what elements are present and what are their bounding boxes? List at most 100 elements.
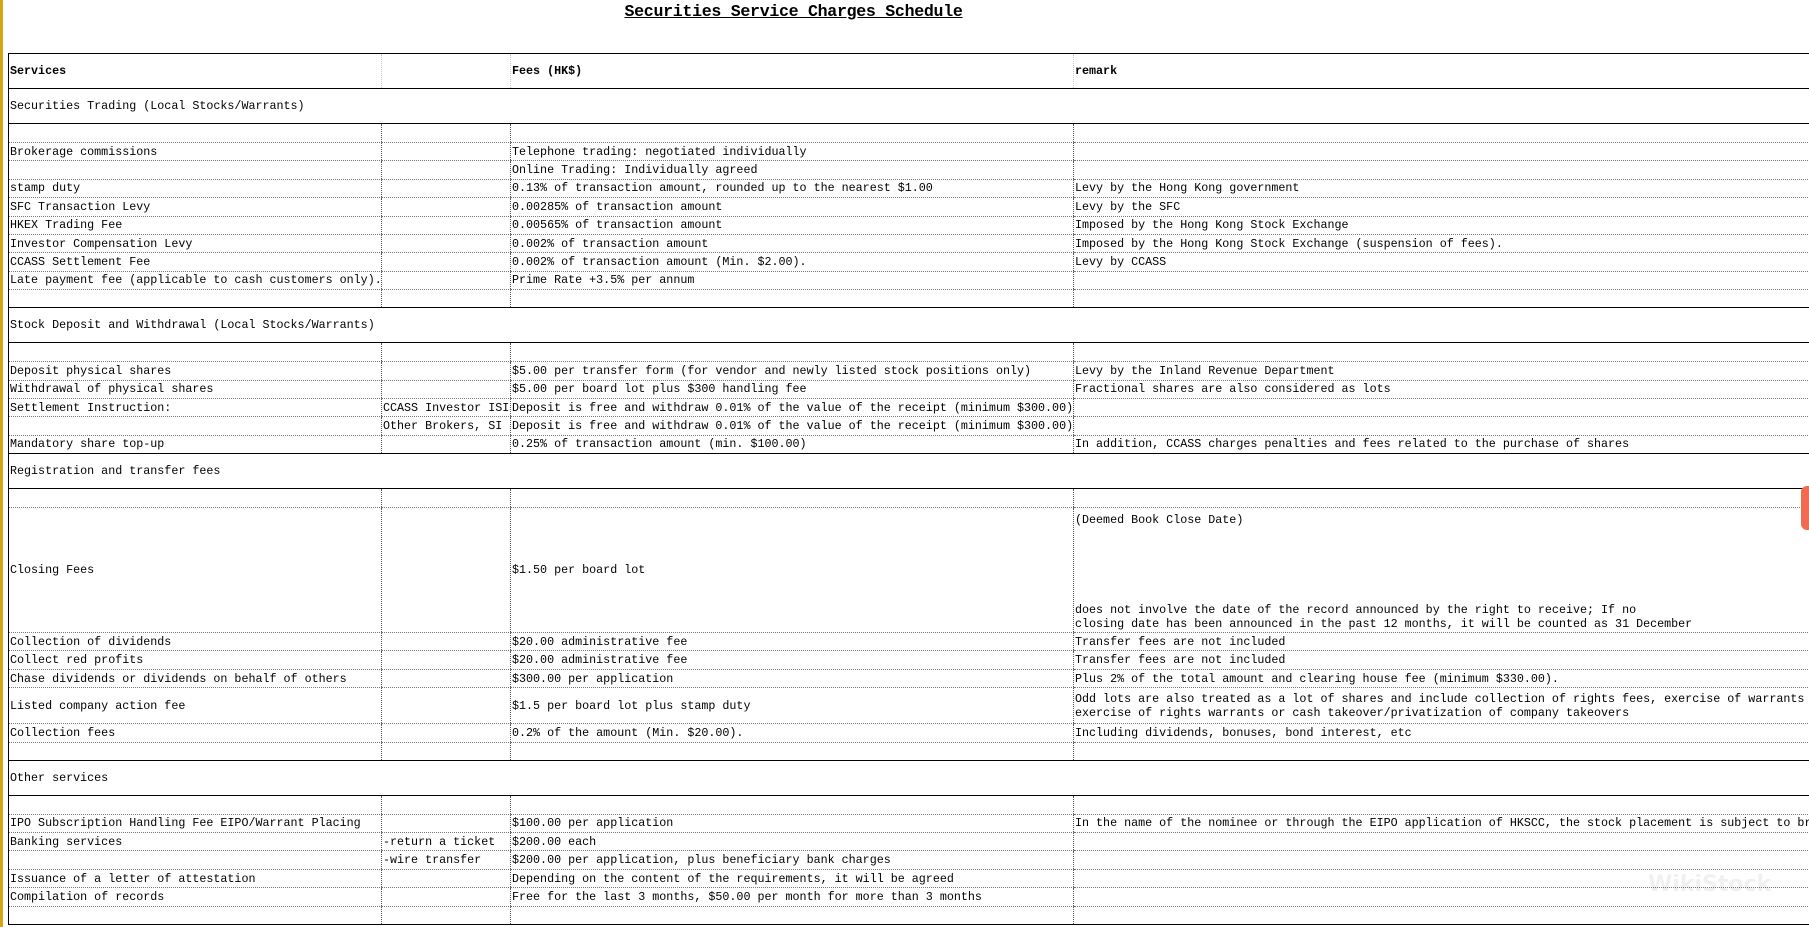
fee-cell[interactable]: 0.13% of transaction amount, rounded up …: [510, 179, 1074, 199]
empty-cell[interactable]: [1073, 123, 1809, 143]
service-cell[interactable]: Chase dividends or dividends on behalf o…: [8, 669, 382, 689]
service-cell[interactable]: Settlement Instruction:: [8, 398, 382, 418]
sub-cell[interactable]: -wire transfer: [381, 850, 511, 870]
remark-cell[interactable]: (Deemed Book Close Date) does not involve…: [1073, 507, 1809, 634]
empty-cell[interactable]: [510, 123, 1074, 143]
fee-cell[interactable]: Prime Rate +3.5% per annum: [510, 271, 1074, 291]
sub-cell[interactable]: [381, 887, 511, 907]
fee-cell[interactable]: $20.00 administrative fee: [510, 650, 1074, 670]
remark-cell[interactable]: [1073, 887, 1809, 907]
empty-cell[interactable]: [381, 742, 511, 761]
empty-cell[interactable]: [1073, 906, 1809, 925]
sub-cell[interactable]: [381, 142, 511, 162]
fee-cell[interactable]: $20.00 administrative fee: [510, 632, 1074, 652]
empty-cell[interactable]: [510, 906, 1074, 925]
remark-cell[interactable]: [1073, 869, 1809, 889]
empty-cell[interactable]: [1073, 342, 1809, 363]
sub-cell[interactable]: [381, 252, 511, 272]
sub-cell[interactable]: [381, 435, 511, 455]
service-cell[interactable]: HKEX Trading Fee: [8, 216, 382, 235]
sub-cell[interactable]: [381, 179, 511, 199]
section-title[interactable]: Registration and transfer fees: [8, 453, 1809, 490]
service-cell[interactable]: SFC Transaction Levy: [8, 197, 382, 217]
empty-cell[interactable]: [381, 795, 511, 815]
sub-cell[interactable]: [381, 687, 511, 725]
service-cell[interactable]: Late payment fee (applicable to cash cus…: [8, 271, 382, 291]
sub-cell[interactable]: [381, 814, 511, 834]
service-cell[interactable]: Brokerage commissions: [8, 142, 382, 162]
sub-cell[interactable]: [381, 869, 511, 889]
fee-cell[interactable]: Telephone trading: negotiated individual…: [510, 142, 1074, 162]
service-cell[interactable]: IPO Subscription Handling Fee EIPO/Warra…: [8, 814, 382, 834]
service-cell[interactable]: Issuance of a letter of attestation: [8, 869, 382, 889]
empty-cell[interactable]: [8, 123, 382, 143]
sub-cell[interactable]: [381, 216, 511, 235]
fee-cell[interactable]: 0.00565% of transaction amount: [510, 216, 1074, 235]
sub-cell[interactable]: [381, 507, 511, 634]
empty-cell[interactable]: [510, 342, 1074, 363]
empty-cell[interactable]: [510, 795, 1074, 815]
fee-cell[interactable]: Free for the last 3 months, $50.00 per m…: [510, 887, 1074, 907]
service-cell[interactable]: stamp duty: [8, 179, 382, 199]
service-cell[interactable]: [8, 160, 382, 180]
service-cell[interactable]: Deposit physical shares: [8, 361, 382, 381]
remark-cell[interactable]: Imposed by the Hong Kong Stock Exchange: [1073, 216, 1809, 235]
sub-cell[interactable]: -return a ticket: [381, 832, 511, 852]
fee-cell[interactable]: $200.00 per application, plus beneficiar…: [510, 850, 1074, 870]
side-feedback-tab[interactable]: [1801, 486, 1809, 530]
empty-cell[interactable]: [1073, 795, 1809, 815]
fee-cell[interactable]: $200.00 each: [510, 832, 1074, 852]
empty-cell[interactable]: [381, 488, 511, 509]
service-cell[interactable]: Listed company action fee: [8, 687, 382, 725]
remark-cell[interactable]: Transfer fees are not included: [1073, 632, 1809, 652]
remark-cell[interactable]: Plus 2% of the total amount and clearing…: [1073, 669, 1809, 689]
service-cell[interactable]: Collection of dividends: [8, 632, 382, 652]
fee-cell[interactable]: Depending on the content of the requirem…: [510, 869, 1074, 889]
fee-cell[interactable]: 0.002% of transaction amount: [510, 234, 1074, 254]
sub-cell[interactable]: Other Brokers, SI: [381, 416, 511, 436]
empty-cell[interactable]: [1073, 742, 1809, 761]
service-cell[interactable]: CCASS Settlement Fee: [8, 252, 382, 272]
remark-cell[interactable]: [1073, 271, 1809, 291]
service-cell[interactable]: Closing Fees: [8, 507, 382, 634]
empty-cell[interactable]: [1073, 289, 1809, 309]
fee-cell[interactable]: Online Trading: Individually agreed: [510, 160, 1074, 180]
empty-cell[interactable]: [381, 289, 511, 309]
remark-cell[interactable]: [1073, 850, 1809, 870]
empty-cell[interactable]: [8, 289, 382, 309]
remark-cell[interactable]: Odd lots are also treated as a lot of sh…: [1073, 687, 1809, 725]
remark-cell[interactable]: [1073, 416, 1809, 436]
remark-cell[interactable]: Levy by CCASS: [1073, 252, 1809, 272]
fee-cell[interactable]: Deposit is free and withdraw 0.01% of th…: [510, 398, 1074, 418]
empty-cell[interactable]: [510, 289, 1074, 309]
remark-cell[interactable]: In addition, CCASS charges penalties and…: [1073, 435, 1809, 455]
remark-cell[interactable]: Transfer fees are not included: [1073, 650, 1809, 670]
service-cell[interactable]: Collection fees: [8, 723, 382, 743]
remark-cell[interactable]: [1073, 398, 1809, 418]
service-cell[interactable]: Banking services: [8, 832, 382, 852]
remark-cell[interactable]: Levy by the SFC: [1073, 197, 1809, 217]
sub-cell[interactable]: [381, 723, 511, 743]
empty-cell[interactable]: [1073, 488, 1809, 509]
remark-cell[interactable]: Levy by the Inland Revenue Department: [1073, 361, 1809, 381]
sub-cell[interactable]: [381, 271, 511, 291]
remark-cell[interactable]: [1073, 160, 1809, 180]
section-title[interactable]: Other services: [8, 760, 1809, 796]
remark-cell[interactable]: Including dividends, bonuses, bond inter…: [1073, 723, 1809, 743]
service-cell[interactable]: Withdrawal of physical shares: [8, 380, 382, 399]
service-cell[interactable]: [8, 850, 382, 870]
sub-cell[interactable]: [381, 234, 511, 254]
fee-cell[interactable]: $300.00 per application: [510, 669, 1074, 689]
fee-cell[interactable]: 0.002% of transaction amount (Min. $2.00…: [510, 252, 1074, 272]
sub-cell[interactable]: [381, 632, 511, 652]
remark-cell[interactable]: Levy by the Hong Kong government: [1073, 179, 1809, 199]
empty-cell[interactable]: [381, 906, 511, 925]
sub-cell[interactable]: [381, 160, 511, 180]
service-cell[interactable]: Mandatory share top-up: [8, 435, 382, 455]
sub-cell[interactable]: [381, 650, 511, 670]
service-cell[interactable]: [8, 416, 382, 436]
empty-cell[interactable]: [8, 742, 382, 761]
fee-cell[interactable]: $1.50 per board lot: [510, 507, 1074, 634]
empty-cell[interactable]: [8, 488, 382, 509]
remark-cell[interactable]: Fractional shares are also considered as…: [1073, 380, 1809, 399]
